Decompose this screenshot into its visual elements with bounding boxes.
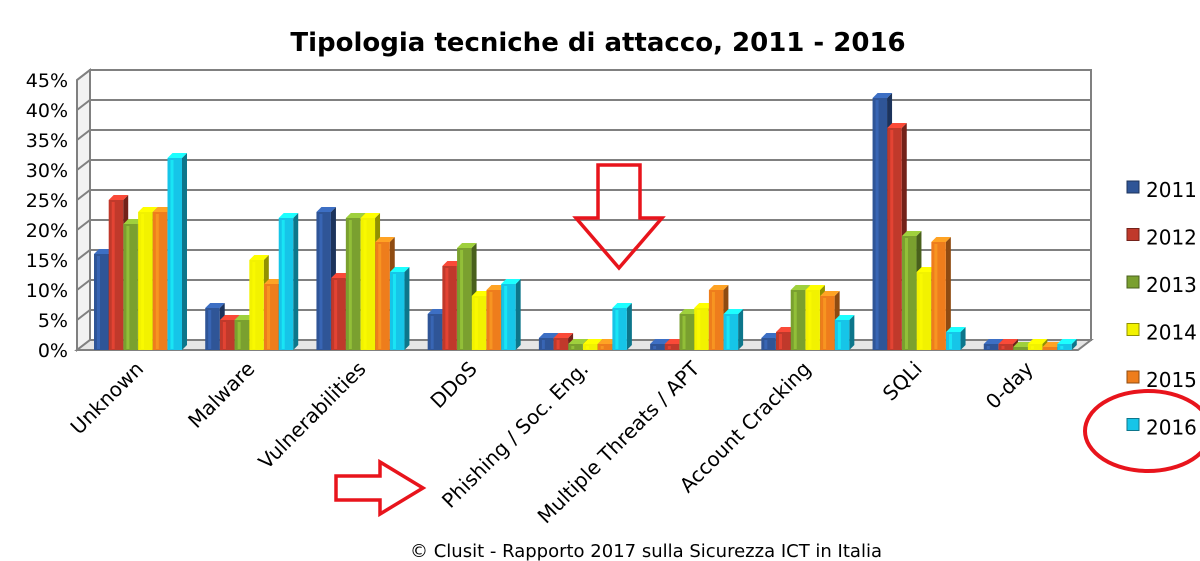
gridline xyxy=(76,249,1091,261)
bar xyxy=(723,309,744,350)
legend-label: 2014 xyxy=(1146,321,1197,345)
gridline xyxy=(76,159,1091,171)
legend: 2011 2012 2013 2014 2015 2016 xyxy=(1126,178,1197,440)
right-arrow-annotation xyxy=(334,458,427,518)
chart-title: Tipologia tecniche di attacco, 2011 - 20… xyxy=(290,28,905,58)
bar xyxy=(167,153,187,350)
side-wall xyxy=(76,67,91,353)
legend-highlight-ellipse xyxy=(1083,389,1200,473)
annotations xyxy=(334,163,1200,518)
gridline xyxy=(76,279,1091,291)
x-category-label: 0-day xyxy=(981,356,1038,413)
x-category-label: SQLi xyxy=(878,357,927,406)
legend-item: 2015 xyxy=(1126,368,1197,392)
y-tick-label: 45% xyxy=(26,70,68,92)
y-tick-label: 20% xyxy=(26,220,68,242)
gridline xyxy=(76,189,1091,201)
bar xyxy=(1057,339,1077,350)
legend-item: 2012 xyxy=(1126,226,1197,250)
bar xyxy=(501,279,521,350)
bars xyxy=(94,93,1077,350)
legend-swatch xyxy=(1126,323,1140,336)
y-axis-ticks: 0% 5% 10% 15% 20% 25% 30% 35% 40% 45% xyxy=(26,70,68,362)
legend-item: 2013 xyxy=(1126,273,1197,297)
legend-swatch xyxy=(1126,418,1140,431)
legend-label: 2015 xyxy=(1146,368,1197,392)
gridline xyxy=(76,129,1091,141)
gridline xyxy=(76,99,1091,111)
plot-area xyxy=(74,67,1094,353)
bar xyxy=(278,213,299,350)
legend-swatch xyxy=(1126,180,1140,194)
x-category-label: DDoS xyxy=(425,357,481,413)
bar xyxy=(931,237,951,350)
y-tick-label: 0% xyxy=(38,340,68,362)
legend-item: 2016 xyxy=(1126,416,1197,440)
y-tick-label: 15% xyxy=(26,250,68,272)
legend-swatch xyxy=(1126,228,1140,241)
legend-label: 2012 xyxy=(1146,226,1197,250)
legend-item: 2014 xyxy=(1126,321,1197,345)
y-tick-label: 40% xyxy=(26,100,68,122)
bar xyxy=(612,303,632,350)
y-tick-label: 5% xyxy=(38,310,68,332)
bar xyxy=(834,315,855,350)
legend-item: 2011 xyxy=(1126,178,1197,202)
legend-swatch xyxy=(1126,275,1140,289)
down-arrow-annotation xyxy=(572,163,666,271)
bar xyxy=(389,267,410,350)
gridline xyxy=(76,69,1091,81)
y-tick-label: 30% xyxy=(26,160,68,182)
gridline xyxy=(76,309,1091,321)
legend-label: 2011 xyxy=(1146,178,1197,202)
x-category-label: Unknown xyxy=(66,357,149,440)
bar xyxy=(946,327,966,350)
y-tick-label: 10% xyxy=(26,280,68,302)
x-category-label: Malware xyxy=(183,357,259,433)
legend-swatch xyxy=(1126,370,1140,384)
legend-label: 2016 xyxy=(1146,416,1197,440)
y-tick-label: 35% xyxy=(26,130,68,152)
footer-credit: © Clusit - Rapporto 2017 sulla Sicurezza… xyxy=(410,541,882,561)
gridline xyxy=(76,219,1091,231)
legend-label: 2013 xyxy=(1146,273,1197,297)
y-tick-label: 25% xyxy=(26,190,68,212)
x-category-label: Vulnerabilities xyxy=(254,357,371,474)
